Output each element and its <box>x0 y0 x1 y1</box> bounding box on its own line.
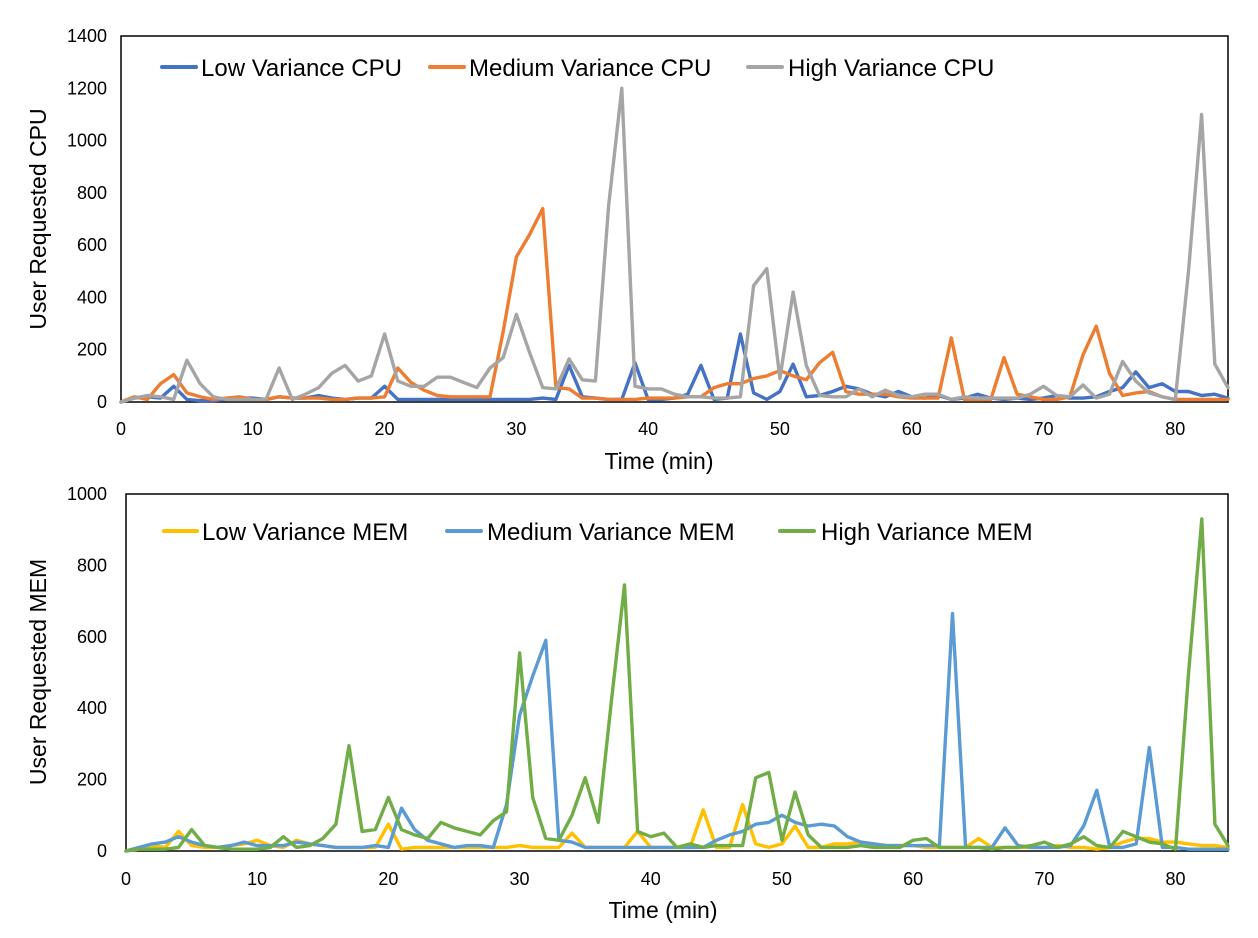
mem-y-tick-label: 0 <box>97 841 107 861</box>
mem-y-tick-label: 800 <box>77 555 107 575</box>
cpu-y-tick-labels: 0 200 400 600 800 1000 1200 1400 <box>67 26 107 412</box>
cpu-plot-frame <box>120 35 1229 403</box>
cpu-x-tick-label: 70 <box>1033 419 1053 439</box>
cpu-legend: Low Variance CPU Medium Variance CPU Hig… <box>160 55 994 82</box>
cpu-x-tick-label: 20 <box>375 419 395 439</box>
mem-y-axis-title: User Requested MEM <box>25 559 51 785</box>
cpu-y-tick-label: 1400 <box>67 26 107 46</box>
mem-x-tick-label: 0 <box>121 869 131 889</box>
cpu-y-tick-label: 0 <box>97 392 107 412</box>
cpu-x-tick-label: 80 <box>1165 419 1185 439</box>
mem-x-axis-title: Time (min) <box>608 897 717 923</box>
cpu-chart: 0 200 400 600 800 1000 1200 1400 0 10 20 30 40 50 60 7… <box>25 26 1230 474</box>
cpu-x-tick-label: 10 <box>243 419 263 439</box>
cpu-y-tick-label: 400 <box>77 287 107 307</box>
cpu-legend-label-low: Low Variance CPU <box>201 55 402 82</box>
mem-y-tick-labels: 0 200 400 600 800 1000 <box>67 484 107 861</box>
mem-y-tick-label: 200 <box>77 770 107 790</box>
cpu-y-tick-label: 600 <box>77 235 107 255</box>
cpu-x-tick-label: 60 <box>902 419 922 439</box>
cpu-x-tick-label: 40 <box>638 419 658 439</box>
mem-x-tick-label: 10 <box>247 869 267 889</box>
mem-chart: 0 200 400 600 800 1000 0 10 20 30 40 50 60 70 80 Time… <box>25 484 1230 923</box>
cpu-series-line-high <box>119 86 1230 404</box>
cpu-x-tick-labels: 0 10 20 30 40 50 60 70 80 <box>116 419 1185 439</box>
mem-legend-label-low: Low Variance MEM <box>202 519 408 546</box>
cpu-y-tick-label: 1000 <box>67 131 107 151</box>
mem-y-tick-label: 400 <box>77 698 107 718</box>
cpu-series-line-medium <box>119 206 1230 404</box>
mem-x-tick-label: 60 <box>903 869 923 889</box>
cpu-y-tick-label: 1200 <box>67 78 107 98</box>
mem-series-lines <box>124 517 1230 853</box>
mem-x-tick-label: 40 <box>641 869 661 889</box>
cpu-legend-label-medium: Medium Variance CPU <box>469 55 711 82</box>
cpu-y-tick-label: 200 <box>77 340 107 360</box>
cpu-series-lines <box>119 86 1230 404</box>
cpu-y-axis-title: User Requested CPU <box>25 108 51 329</box>
cpu-y-tick-label: 800 <box>77 183 107 203</box>
mem-x-tick-label: 70 <box>1034 869 1054 889</box>
mem-legend: Low Variance MEM Medium Variance MEM Hig… <box>162 519 1033 546</box>
cpu-x-axis-title: Time (min) <box>604 448 713 474</box>
mem-x-tick-label: 80 <box>1166 869 1186 889</box>
mem-plot-frame <box>125 493 1229 852</box>
cpu-legend-label-high: High Variance CPU <box>788 55 994 82</box>
cpu-x-tick-label: 50 <box>770 419 790 439</box>
mem-x-tick-label: 20 <box>378 869 398 889</box>
mem-y-tick-label: 600 <box>77 627 107 647</box>
cpu-x-tick-label: 0 <box>116 419 126 439</box>
mem-y-tick-label: 1000 <box>67 484 107 504</box>
mem-legend-label-high: High Variance MEM <box>821 519 1033 546</box>
mem-series-line-high <box>124 517 1230 853</box>
mem-legend-label-medium: Medium Variance MEM <box>487 519 735 546</box>
mem-x-tick-labels: 0 10 20 30 40 50 60 70 80 <box>121 869 1186 889</box>
mem-x-tick-label: 50 <box>772 869 792 889</box>
mem-x-tick-label: 30 <box>510 869 530 889</box>
cpu-x-tick-label: 30 <box>506 419 526 439</box>
